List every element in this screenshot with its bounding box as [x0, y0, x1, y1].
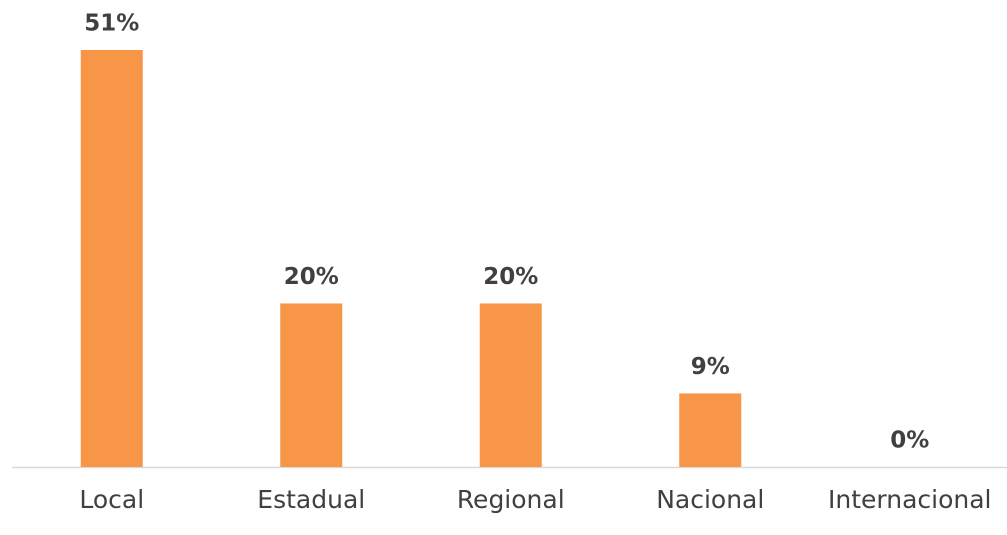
bar: [479, 303, 542, 467]
x-tick-label: Regional: [457, 485, 565, 514]
bar: [280, 303, 343, 467]
data-label: 9%: [691, 354, 730, 380]
x-tick-label: Nacional: [656, 485, 764, 514]
x-tick-label: Local: [79, 485, 144, 514]
data-label: 51%: [84, 11, 139, 37]
bar: [80, 50, 143, 467]
data-label: 20%: [284, 264, 339, 290]
data-label: 20%: [483, 264, 538, 290]
x-tick-label: Internacional: [828, 485, 992, 514]
data-label: 0%: [890, 428, 929, 454]
bar: [679, 393, 742, 467]
x-tick-label: Estadual: [257, 485, 365, 514]
